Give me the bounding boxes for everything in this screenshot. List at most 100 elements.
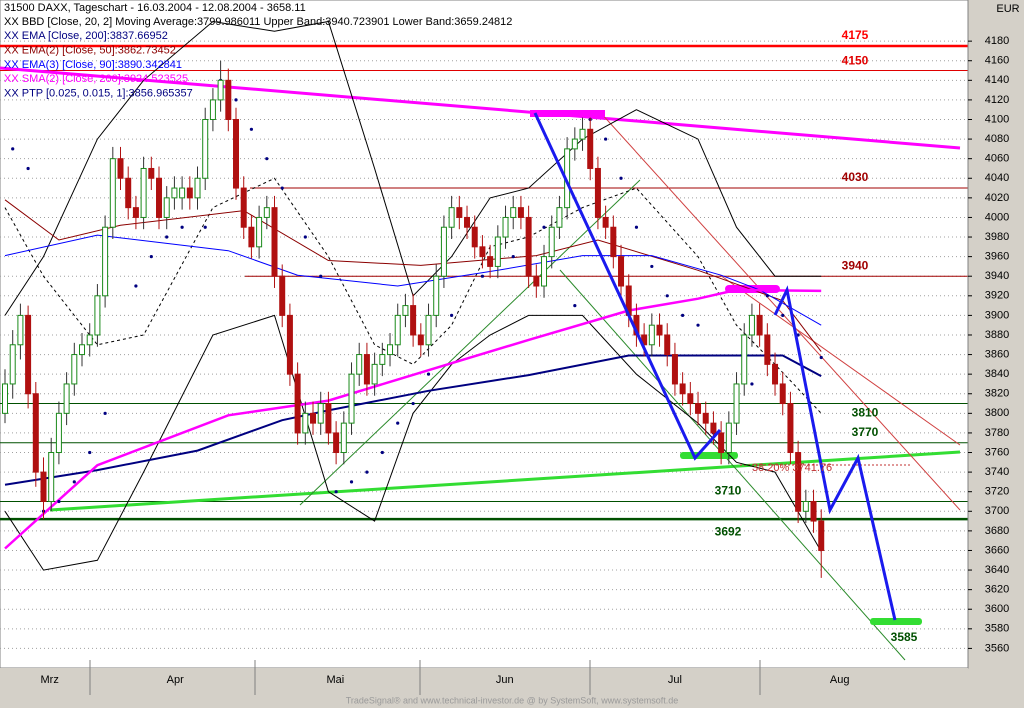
candle-body xyxy=(448,207,455,228)
candle-body xyxy=(779,383,786,405)
candle-body xyxy=(502,216,509,238)
legend-entry: XX SMA(2) [Close, 200]:3924.523525 xyxy=(4,73,188,85)
candle-body xyxy=(440,226,447,277)
sar-dot xyxy=(303,235,307,239)
bollinger-band xyxy=(4,314,822,571)
candle-body xyxy=(17,314,24,346)
y-tick-label: 3880 xyxy=(985,329,1009,341)
candle-body xyxy=(517,207,524,218)
candle-body xyxy=(40,471,47,502)
candle-body xyxy=(240,187,247,228)
y-tick-label: 3900 xyxy=(985,309,1009,321)
y-tick-label: 3580 xyxy=(985,623,1009,635)
sar-dot xyxy=(334,490,338,494)
channel-line xyxy=(299,179,641,506)
candle-body xyxy=(764,334,771,365)
footer: TradeSignal® and www.technical-investor.… xyxy=(346,695,679,705)
sar-dot xyxy=(380,450,384,455)
legend-entry: XX EMA(3) [Close, 90]:3890.342841 xyxy=(4,59,182,71)
trend-line xyxy=(0,66,961,150)
sar-dot xyxy=(634,225,639,229)
y-tick-label: 3800 xyxy=(985,407,1009,419)
candle-body xyxy=(533,275,540,287)
candle-body xyxy=(772,363,779,385)
candle-body xyxy=(279,275,286,316)
candle-body xyxy=(679,383,686,395)
candle-body xyxy=(756,314,763,336)
candle-body xyxy=(363,354,370,385)
indicator-line xyxy=(4,199,822,352)
candle-body xyxy=(787,403,794,454)
y-tick-label: 3700 xyxy=(985,505,1009,517)
candle-body xyxy=(71,354,78,385)
candle-body xyxy=(664,334,671,356)
candle-body xyxy=(394,314,401,346)
candle-body xyxy=(325,403,332,434)
candle-body xyxy=(433,275,440,316)
candle-body xyxy=(687,393,694,405)
candle-body xyxy=(741,334,748,385)
trend-line xyxy=(49,450,961,512)
candle-body xyxy=(25,314,32,395)
y-tick-label: 3820 xyxy=(985,388,1009,400)
y-tick-label: 3620 xyxy=(985,584,1009,596)
candle-body xyxy=(317,403,324,424)
candle-body xyxy=(256,216,263,248)
candle-body xyxy=(271,207,278,277)
candle-body xyxy=(548,226,555,258)
candle-body xyxy=(379,354,386,365)
y-tick-label: 4000 xyxy=(985,211,1009,223)
candle-body xyxy=(718,432,725,454)
y-tick-label: 4060 xyxy=(985,153,1009,165)
candle-body xyxy=(417,334,424,346)
candle-body xyxy=(733,383,740,424)
candle-body xyxy=(248,226,255,248)
candle-body xyxy=(148,167,155,179)
candle-body xyxy=(479,246,486,258)
level-label: 3940 xyxy=(842,258,869,272)
candle-body xyxy=(795,452,802,512)
sar-dot xyxy=(203,225,207,229)
channel-line xyxy=(599,111,961,511)
y-tick-label: 4020 xyxy=(985,192,1009,204)
candle-body xyxy=(471,226,478,248)
y-tick-label: 3680 xyxy=(985,525,1009,537)
sar-dot xyxy=(681,313,685,317)
y-tick-label: 3560 xyxy=(985,642,1009,654)
level-label: 4150 xyxy=(842,54,869,68)
moving-average xyxy=(4,177,822,414)
candle-body xyxy=(695,403,702,414)
x-tick-label: Mrz xyxy=(41,674,59,686)
sar-dot xyxy=(349,480,354,484)
indicator xyxy=(4,288,822,550)
candle-body xyxy=(186,187,193,199)
candle-body xyxy=(2,383,9,414)
x-tick-label: Jul xyxy=(668,674,682,686)
sar-dot xyxy=(365,470,369,474)
candle-body xyxy=(710,422,717,434)
sar-dot xyxy=(411,401,415,406)
y-tick-label: 3760 xyxy=(985,446,1009,458)
candle-body xyxy=(94,295,101,336)
y-tick-label: 3960 xyxy=(985,251,1009,263)
candle-body xyxy=(356,354,363,375)
sar-dot xyxy=(511,255,515,259)
indicator xyxy=(4,20,822,571)
candle-body xyxy=(464,216,471,228)
level-label: 3692 xyxy=(715,524,742,538)
candle-body xyxy=(671,354,678,385)
candle-body xyxy=(610,226,617,258)
candle-body xyxy=(802,500,809,512)
candle-body xyxy=(179,187,186,199)
candle-body xyxy=(510,207,517,218)
candle-body xyxy=(302,412,309,434)
sar-dot xyxy=(103,411,107,415)
candle-body xyxy=(217,79,224,101)
y-tick-label: 4160 xyxy=(985,55,1009,67)
fib-label: 38.20% 3741.76 xyxy=(752,462,832,474)
sar-dot xyxy=(249,127,254,131)
sar-dot xyxy=(619,176,623,180)
candle-body xyxy=(310,412,317,424)
projection-path xyxy=(773,285,897,621)
